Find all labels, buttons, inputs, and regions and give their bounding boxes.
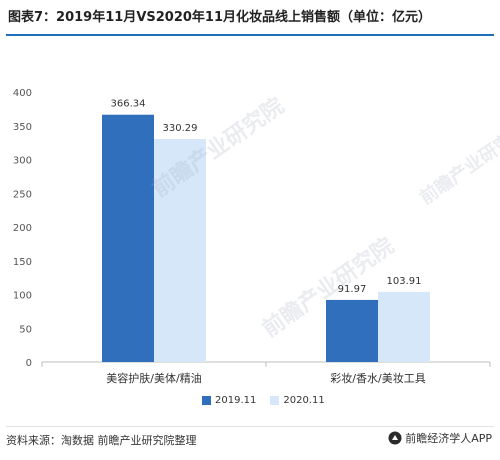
footer-divider — [6, 426, 494, 427]
chart-legend: 2019.11 2020.11 — [202, 395, 325, 406]
y-tick-label: 350 — [13, 122, 32, 133]
y-tick-label: 300 — [13, 156, 32, 167]
title-divider — [6, 34, 494, 36]
data-label: 330.29 — [163, 123, 198, 134]
bar-2020-1 — [378, 291, 430, 362]
y-tick-label: 0 — [26, 358, 32, 369]
data-label: 366.34 — [111, 99, 146, 110]
legend-swatch-2019 — [202, 396, 211, 405]
y-tick-label: 150 — [13, 257, 32, 268]
y-tick-label: 200 — [13, 223, 32, 234]
legend-label-2019: 2019.11 — [215, 395, 257, 406]
legend-label-2020: 2020.11 — [283, 395, 325, 406]
brand-credit: 前瞻经济学人APP — [388, 430, 492, 446]
x-category-label: 美容护肤/美体/精油 — [106, 371, 201, 385]
brand-label: 前瞻经济学人APP — [405, 432, 492, 445]
y-tick-label: 50 — [19, 324, 32, 335]
legend-swatch-2020 — [270, 396, 280, 405]
y-tick-label: 400 — [13, 88, 32, 99]
bar-2019-0 — [102, 114, 154, 362]
qianzhan-logo-icon — [388, 431, 402, 445]
data-label: 91.97 — [338, 284, 367, 295]
legend-item-2020: 2020.11 — [270, 395, 325, 406]
legend-item-2019: 2019.11 — [202, 395, 256, 406]
bar-2019-1 — [326, 299, 378, 362]
y-tick-label: 100 — [13, 291, 32, 302]
x-category-label: 彩妆/香水/美妆工具 — [330, 372, 425, 385]
source-note: 资料来源：淘数据 前瞻产业研究院整理 — [6, 434, 197, 447]
y-tick-label: 250 — [13, 189, 32, 200]
data-label: 103.91 — [387, 276, 422, 287]
bar-2020-0 — [154, 139, 206, 362]
bar-chart: 0 50 100 150 200 250 300 350 400 366.34 330.29 美容护肤… — [13, 88, 491, 385]
chart-title: 图表7：2019年11月VS2020年11月化妆品线上销售额（单位：亿元） — [8, 10, 432, 25]
